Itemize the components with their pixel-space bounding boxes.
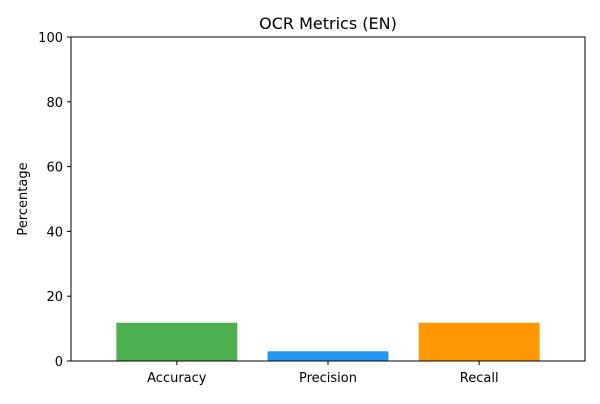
- y-axis-label: Percentage: [16, 162, 31, 235]
- x-tick-label: Accuracy: [147, 371, 207, 386]
- y-tick-label: 80: [46, 96, 63, 111]
- bar-recall: [418, 322, 540, 361]
- y-tick-label: 20: [46, 290, 63, 305]
- plot-area: Accuracy Precision Recall 0 20 40 60 80 100: [38, 31, 586, 386]
- y-tick-label: 100: [38, 31, 63, 46]
- bar-precision: [267, 351, 389, 361]
- bar-accuracy: [116, 322, 238, 361]
- x-tick-label: Recall: [460, 371, 499, 386]
- x-tick-label: Precision: [299, 371, 357, 386]
- y-tick-label: 60: [46, 161, 63, 176]
- y-tick-label: 0: [55, 355, 63, 370]
- y-tick-label: 40: [46, 225, 63, 240]
- chart-title: OCR Metrics (EN): [259, 14, 397, 33]
- axes-frame: [70, 36, 586, 362]
